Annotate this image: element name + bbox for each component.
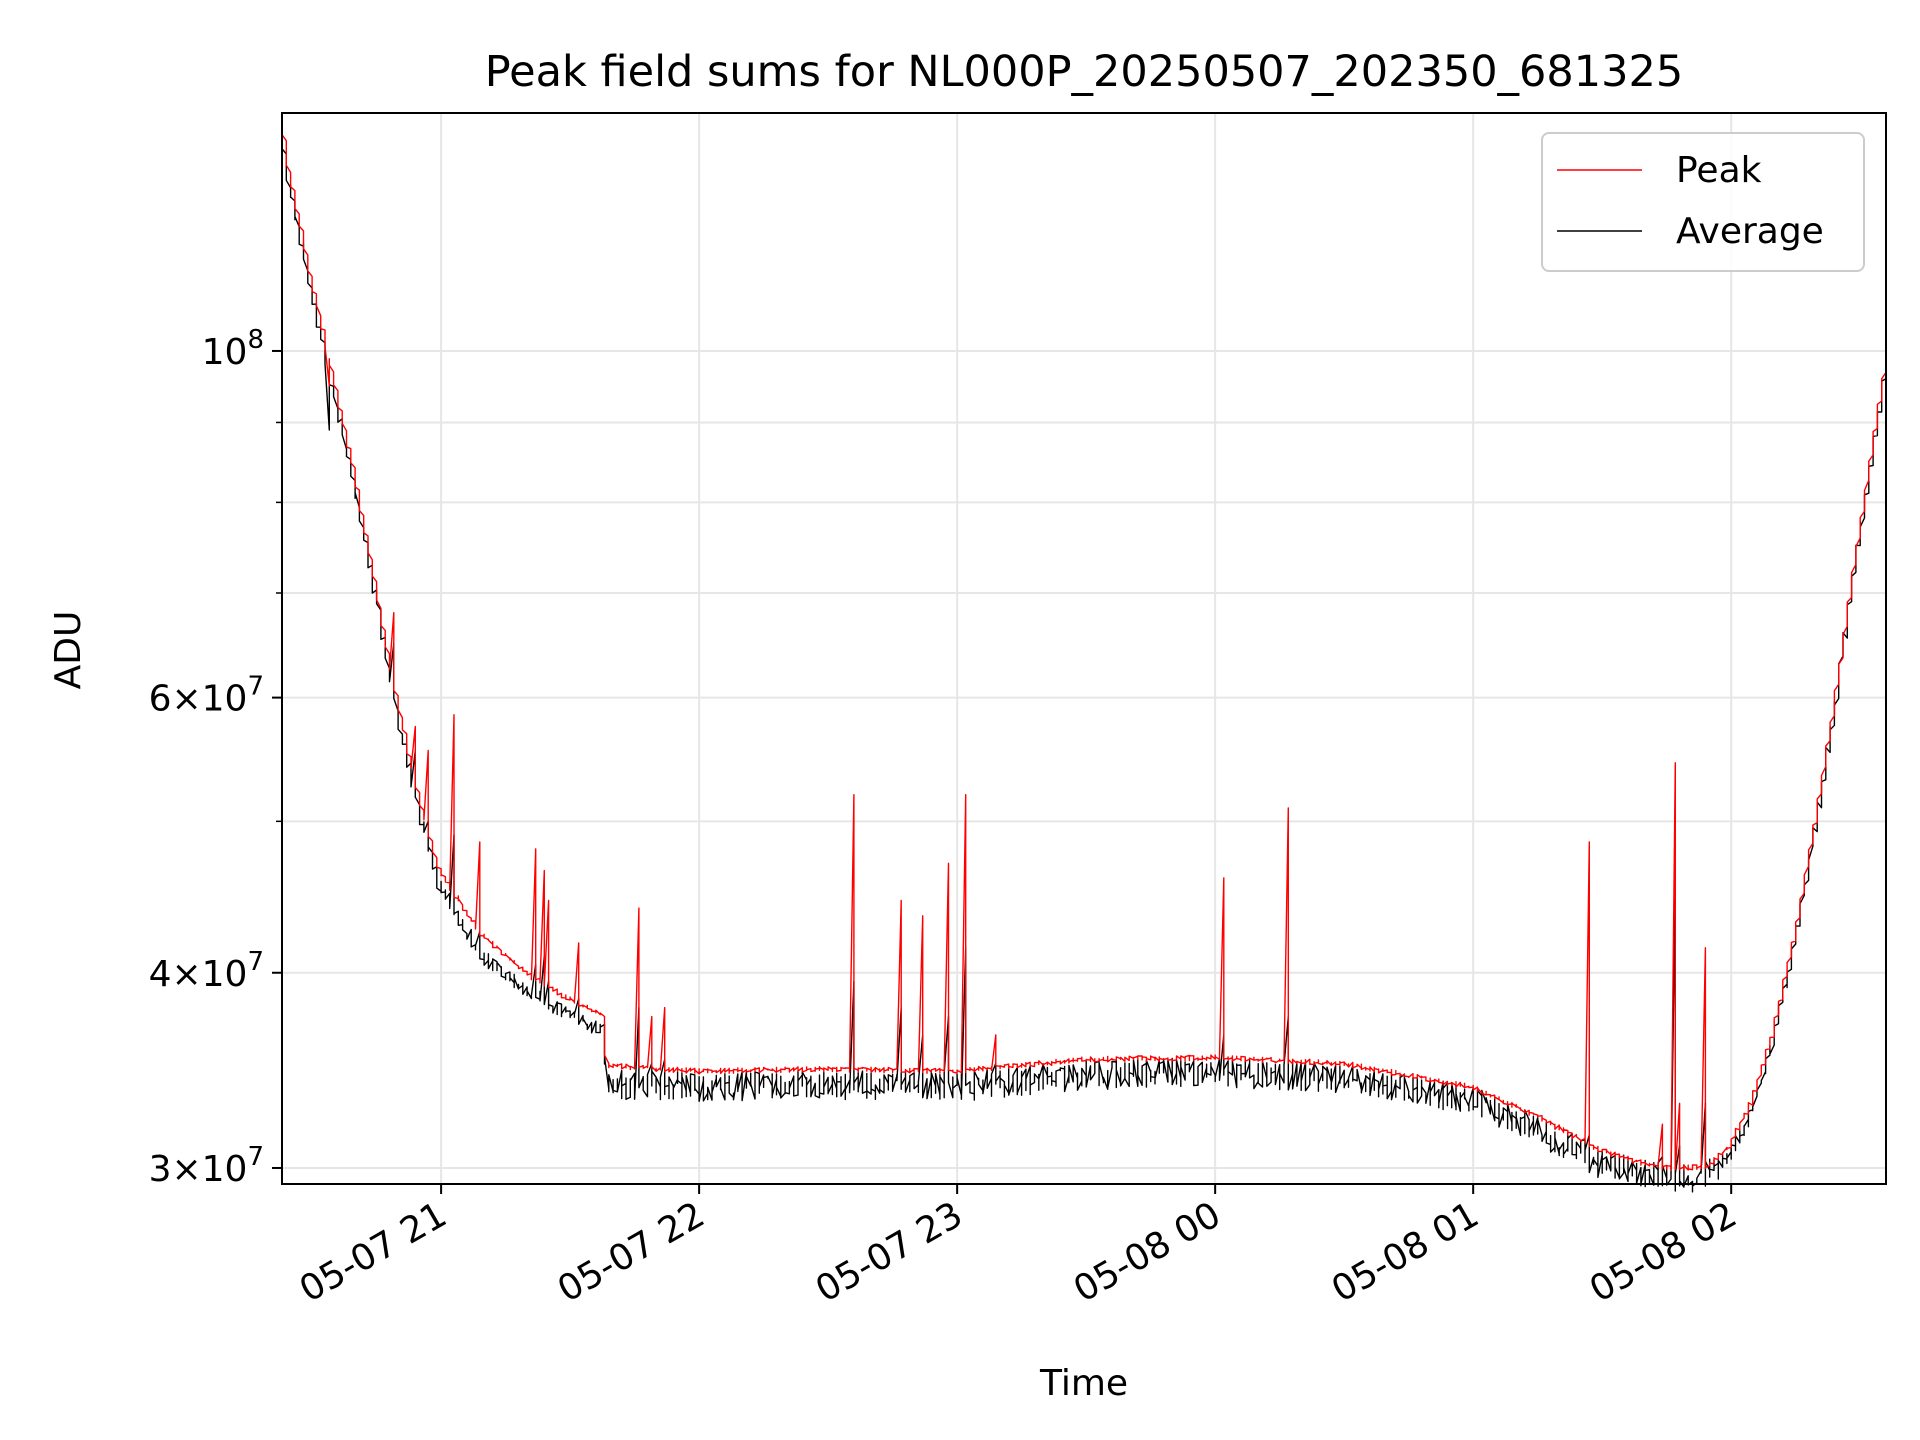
y-axis: 3×107 4×107 6×107 108: [149, 325, 282, 1190]
series-line-peak: [281, 115, 1887, 1172]
plot-series: [281, 115, 1887, 1193]
series-line-average: [281, 131, 1887, 1193]
chart-title: Peak field sums for NL000P_20250507_2023…: [485, 47, 1683, 97]
legend-label-peak: Peak: [1676, 150, 1762, 191]
y-axis-title: ADU: [48, 611, 89, 690]
legend-label-average: Average: [1676, 211, 1824, 252]
y-tick-label: 6×107: [149, 672, 264, 720]
legend: Peak Average: [1541, 132, 1865, 272]
y-tick-label: 4×107: [149, 947, 264, 995]
y-tick-label: 108: [202, 325, 264, 373]
plot-frame: [281, 112, 1887, 1185]
legend-box: [1541, 132, 1865, 272]
gridlines: [282, 113, 1886, 1184]
x-axis-title: Time: [1039, 1363, 1128, 1404]
y-tick-label: 3×107: [149, 1142, 264, 1190]
